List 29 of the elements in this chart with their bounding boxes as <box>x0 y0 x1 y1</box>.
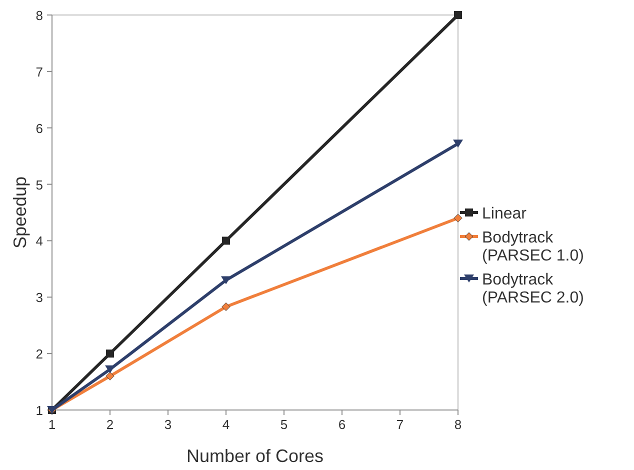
point <box>222 236 230 245</box>
y-tick-label: 1 <box>36 403 43 418</box>
x-tick-label: 8 <box>454 417 462 432</box>
x-tick-label: 6 <box>338 417 346 432</box>
y-tick-label: 2 <box>36 346 43 362</box>
point <box>222 302 230 311</box>
legend-label: Bodytrack (PARSEC 1.0) <box>482 230 584 264</box>
x-tick-label: 7 <box>396 417 404 432</box>
y-tick-label: 7 <box>36 64 43 80</box>
x-tick-label: 5 <box>280 417 288 432</box>
y-tick-label: 6 <box>36 120 43 136</box>
point <box>454 11 462 19</box>
point <box>106 372 114 380</box>
legend-label: Linear <box>482 206 528 222</box>
point <box>221 276 231 284</box>
y-tick-label: 3 <box>36 290 43 306</box>
legend-label: Bodytrack (PARSEC 2.0) <box>482 272 584 306</box>
y-tick-label: 4 <box>36 234 43 249</box>
x-axis-title: Number of Cores <box>186 446 324 466</box>
x-tick-label: 2 <box>106 417 114 432</box>
y-tick-label: 5 <box>36 177 43 192</box>
y-axis-title: Speedup <box>10 176 30 249</box>
x-tick-label: 3 <box>164 417 172 432</box>
point <box>453 140 463 148</box>
y-tick-label: 8 <box>36 8 43 23</box>
x-tick-label: 4 <box>222 417 230 432</box>
x-tick-label: 1 <box>48 417 56 432</box>
point <box>106 350 114 358</box>
point <box>454 214 462 222</box>
